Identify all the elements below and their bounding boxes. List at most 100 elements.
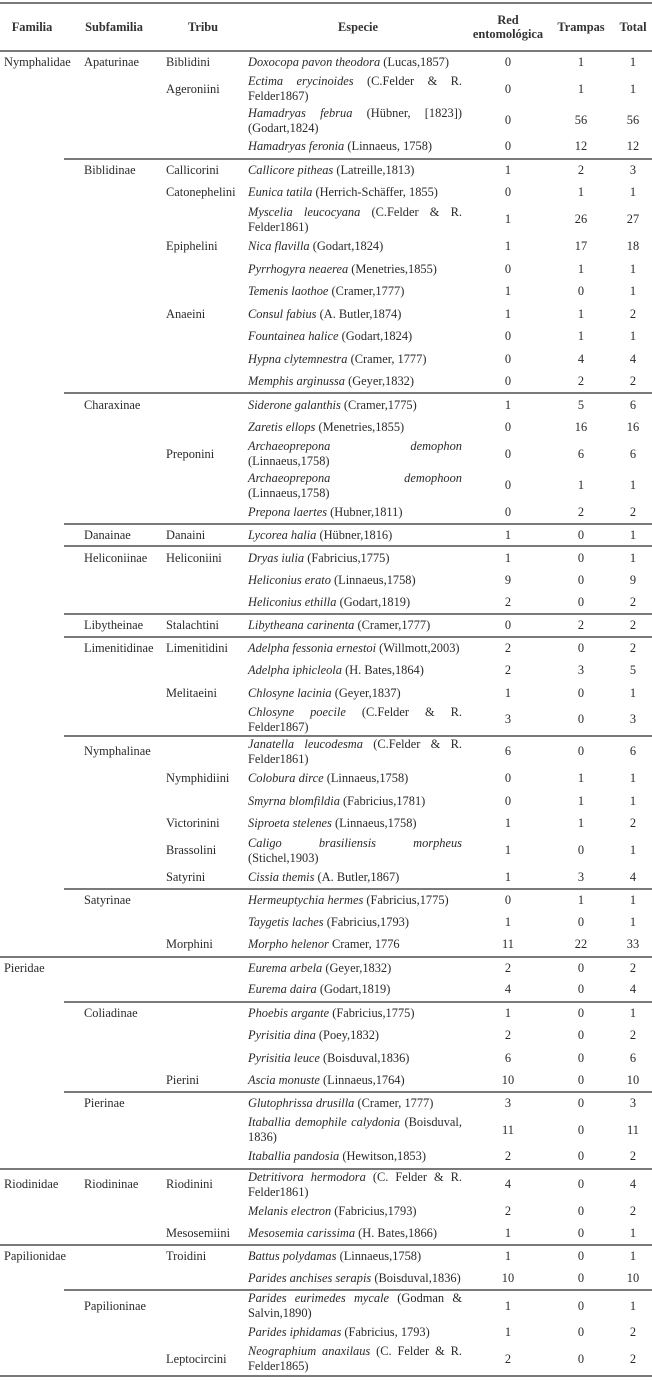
subfamilia-cell: Apaturinae	[84, 55, 140, 70]
trampas-count: 0	[548, 1091, 614, 1115]
tribu-cell	[164, 659, 248, 682]
familia-cell	[0, 1024, 64, 1047]
red-count: 3	[468, 1091, 548, 1115]
familia-cell	[0, 1002, 64, 1025]
species-author: (A. Butler,1874)	[319, 306, 402, 321]
total-count: 10	[626, 1271, 640, 1286]
familia-cell	[0, 705, 64, 736]
species-author: (Fabricius,1793)	[326, 915, 409, 930]
total-count: 3	[614, 157, 652, 182]
subfamilia-cell	[64, 204, 164, 235]
species-author: (Godman & Salvin,1890)	[248, 1291, 462, 1321]
tribu-cell: Callicorini	[164, 157, 248, 182]
subfamilia-cell	[64, 470, 164, 501]
subfamilia-cell	[64, 1115, 164, 1146]
species-name: Taygetis laches	[248, 915, 324, 930]
species-author: (Boisduval,1836)	[323, 1050, 410, 1065]
red-count: 1	[504, 239, 512, 254]
subfamilia-cell	[64, 235, 164, 258]
familia-cell	[0, 682, 64, 705]
familia-cell	[0, 303, 64, 326]
table-row: Melanis electron (Fabricius,1793) 2 0 2	[0, 1200, 652, 1223]
table-body: Nymphalidae Apaturinae Biblidini Doxocopa p…	[0, 51, 652, 1377]
species-name: Adelpha fessonia ernestoi	[248, 641, 377, 656]
total-count: 2	[629, 1028, 637, 1043]
table-row: Mesosemiini Mesosemia carissima (H. Bates…	[0, 1223, 652, 1246]
tribu-cell	[164, 258, 248, 281]
table-row: Nymphalidae Apaturinae Biblidini Doxocopa p…	[0, 51, 652, 74]
familia-cell	[0, 1200, 64, 1223]
subfamilia-cell: Limenitidinae	[64, 635, 164, 660]
species-author: (Stichel,1903)	[248, 850, 319, 865]
species-name: Smyrna blomfildia	[248, 793, 340, 808]
table-row: Heliconiinae Heliconiini Dryas iulia (Fabr…	[0, 545, 652, 569]
total-count: 18	[626, 239, 640, 254]
total-count: 6	[614, 734, 652, 768]
familia-cell	[0, 1092, 64, 1115]
red-count: 0	[504, 55, 512, 70]
trampas-count: 0	[577, 1225, 585, 1240]
tribu-cell: Mesosemiini	[166, 1225, 231, 1240]
table-row: Pieridae Eurema arbela (Geyer,1832) 2 0 2	[0, 955, 652, 980]
familia-cell	[0, 736, 64, 767]
trampas-count: 0	[577, 1072, 585, 1087]
subfamilia-cell: Coliadinae	[64, 1000, 164, 1025]
familia-cell	[0, 1290, 64, 1321]
species-name: Libytheana carinenta	[248, 617, 355, 632]
table-row: Pyrisitia dina (Poey,1832) 2 0 2	[0, 1024, 652, 1047]
species-name: Morpho helenor	[248, 937, 329, 952]
species-name: Nica flavilla	[248, 239, 310, 254]
familia-cell	[0, 812, 64, 835]
subfamilia-cell	[64, 258, 164, 281]
red-count: 10	[501, 1271, 515, 1286]
species-name: Battus polydamas	[248, 1249, 337, 1264]
table-row: Parides anchises serapis (Boisduval,1836…	[0, 1268, 652, 1291]
red-count: 0	[504, 478, 512, 493]
trampas-count: 16	[574, 419, 588, 434]
familia-cell	[0, 569, 64, 592]
subfamilia-cell	[64, 501, 164, 524]
table-row: Catonephelini Eunica tatila (Herrich-Schä…	[0, 181, 652, 204]
subfamilia-cell: Heliconiinae	[64, 545, 164, 569]
trampas-count: 0	[548, 545, 614, 569]
species-name: Itaballia pandosia	[248, 1149, 340, 1164]
especie-cell: Zaretis ellops (Menetries,1855)	[248, 416, 468, 439]
total-count: 2	[629, 816, 637, 831]
subfamilia-cell: Satyrinae	[64, 887, 164, 912]
species-name: Cissia themis	[248, 869, 315, 884]
familia-cell	[0, 614, 64, 637]
tribu-cell: Danaini	[164, 522, 248, 547]
species-author: (A. Butler,1867)	[317, 869, 400, 884]
especie-cell: Phoebis argante (Fabricius,1775)	[248, 1000, 468, 1025]
especie-cell: Callicore pitheas (Latreille,1813)	[248, 157, 468, 182]
especie-cell: Temenis laothoe (Cramer,1777)	[248, 280, 468, 303]
species-name: Heliconius erato	[248, 572, 331, 587]
familia-cell	[0, 934, 64, 957]
trampas-count: 0	[548, 1000, 614, 1025]
table-row: Itaballia demophile calydonia (Boisduval…	[0, 1115, 652, 1146]
familia-cell	[0, 546, 64, 569]
species-author: (Linnaeus,1758)	[326, 770, 409, 785]
red-count: 0	[504, 504, 512, 519]
especie-cell: Lycorea halia (Hübner,1816)	[248, 522, 468, 547]
table-header: Familia Subfamilia Tribu Especie Red ent…	[0, 3, 652, 51]
tribu-cell: Morphini	[166, 937, 213, 952]
tribu-cell	[164, 105, 248, 136]
table-row: Hamadryas feronia (Linnaeus, 1758) 0 12 12	[0, 136, 652, 159]
total-count: 4	[629, 352, 637, 367]
red-count: 1	[468, 1289, 548, 1322]
species-name: Parides anchises serapis	[248, 1271, 372, 1286]
species-author: (Boisduval, 1836)	[248, 1115, 462, 1145]
trampas-count: 56	[574, 113, 588, 128]
total-count: 1	[614, 1000, 652, 1025]
table-row: Victorinini Siproeta stelenes (Linnaeus,1…	[0, 812, 652, 835]
tribu-cell: Nymphidiini	[166, 770, 230, 785]
species-name: Prepona laertes	[248, 504, 328, 519]
subfamilia-cell	[64, 280, 164, 303]
table-row: Riodinidae Riodininae Riodinini Detritivora…	[0, 1167, 652, 1200]
tribu-cell	[164, 1289, 248, 1322]
table-row: Danainae Danaini Lycorea halia (Hübner,181…	[0, 522, 652, 547]
trampas-count: 0	[548, 1344, 614, 1377]
tribu-cell	[164, 280, 248, 303]
trampas-count: 2	[548, 613, 614, 637]
